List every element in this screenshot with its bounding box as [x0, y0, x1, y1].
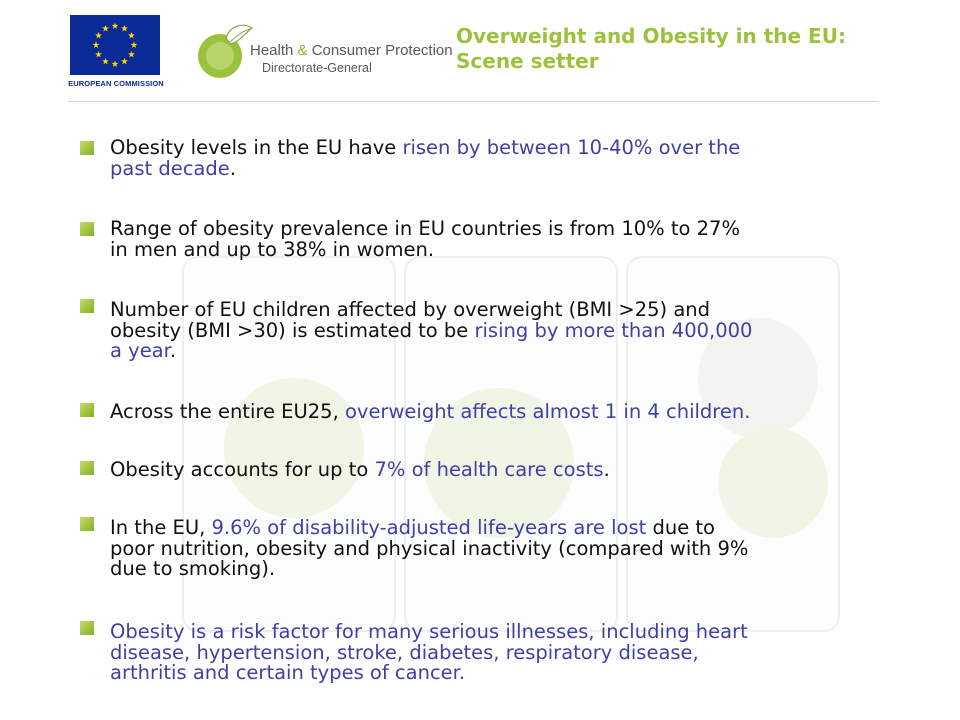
eu-star-icon [95, 31, 102, 39]
bullet-text-span: In the EU, [110, 516, 212, 539]
bullet-line: arthritis and certain types of cancer. [110, 661, 466, 684]
title-line-1: Overweight and Obesity in the EU: [456, 24, 846, 48]
bullet-text-span: due to [646, 516, 715, 539]
bullet-line: Obesity is a risk factor for many seriou… [110, 620, 748, 643]
bullet-marker-icon [80, 299, 94, 313]
bullet-marker-icon [80, 517, 94, 531]
eu-logo-caption: EUROPEAN COMMISSION [68, 79, 164, 88]
bullet-text: Range of obesity prevalence in EU countr… [110, 217, 910, 261]
eu-star-icon [121, 24, 128, 32]
bullet-text-span: Obesity accounts for up to [110, 458, 375, 481]
slide-title: Overweight and Obesity in the EU: Scene … [456, 24, 946, 74]
european-commission-logo: EUROPEAN COMMISSION [68, 13, 164, 91]
header-divider [68, 101, 878, 102]
bullet-line: Range of obesity prevalence in EU countr… [110, 217, 740, 240]
bullet-text: Number of EU children affected by overwe… [110, 298, 910, 362]
eu-star-icon [95, 50, 102, 58]
bullet-marker-icon [80, 403, 94, 417]
bullet-text-span: Obesity levels in the EU have [110, 136, 403, 159]
bullet-text-span: Across the entire EU25, [110, 400, 345, 423]
bullet-line: in men and up to 38% in women. [110, 237, 435, 261]
bullet-marker-icon [80, 141, 94, 155]
bullet-line: poor nutrition, obesity and physical ina… [110, 536, 749, 560]
eu-star-icon [111, 22, 119, 29]
bullet-text: In the EU, 9.6% of disability-adjusted l… [110, 516, 910, 580]
eu-flag-icon [70, 15, 160, 75]
bullet-text: Obesity is a risk factor for many seriou… [110, 620, 910, 684]
bullet-line: due to smoking). [110, 557, 276, 580]
bullet-text: Obesity levels in the EU have risen by b… [110, 136, 910, 180]
eu-star-icon [128, 50, 135, 58]
bullet-marker-icon [80, 222, 94, 236]
hcp-name-part1: Health [250, 42, 294, 59]
bullet-highlight: rising by more than 400,000 [474, 318, 753, 342]
eu-star-icon [102, 24, 109, 32]
bullet-highlight: 7% of health care costs [374, 458, 604, 481]
bullet-highlight: 9.6% of disability-adjusted life-years a… [211, 516, 647, 539]
bullet-text: Across the entire EU25, overweight affec… [110, 400, 910, 423]
bullet-text-span: . [229, 156, 236, 180]
background-panel-right [626, 256, 840, 632]
bullet-text-span: . [169, 339, 177, 362]
title-line-2: Scene setter [456, 49, 599, 73]
eu-star-icon [128, 31, 135, 39]
hcp-logo-name: Health & Consumer Protection [250, 42, 453, 59]
bullet-marker-icon [80, 461, 94, 475]
health-consumer-protection-logo: Health & Consumer Protection Directorate… [196, 20, 453, 82]
bullet-marker-icon [80, 621, 94, 635]
bullet-line: Number of EU children affected by overwe… [110, 298, 711, 321]
bullet-text-span: obesity (BMI >30) is estimated to be [110, 318, 475, 342]
eu-star-icon [130, 41, 138, 48]
background-panel-left [182, 256, 396, 632]
leaf-emblem-icon [198, 24, 254, 78]
bullet-highlight: a year [110, 339, 170, 362]
bullet-line: disease, hypertension, stroke, diabetes,… [110, 640, 699, 664]
bullet-highlight: risen by between 10-40% over the [402, 136, 741, 159]
hcp-logo-subtitle: Directorate-General [262, 61, 372, 75]
eu-star-icon [102, 57, 109, 65]
eu-star-icon [111, 60, 119, 67]
bullet-text-span: . [603, 458, 610, 481]
bullet-highlight: past decade [110, 156, 230, 180]
bullet-highlight: overweight affects almost 1 in 4 childre… [344, 400, 751, 423]
eu-star-icon [121, 57, 128, 65]
hcp-ampersand: & [297, 42, 308, 59]
background-panel-center [404, 256, 618, 632]
hcp-name-part2: Consumer Protection [311, 42, 453, 59]
eu-star-icon [92, 41, 100, 48]
bullet-text: Obesity accounts for up to 7% of health … [110, 458, 910, 481]
